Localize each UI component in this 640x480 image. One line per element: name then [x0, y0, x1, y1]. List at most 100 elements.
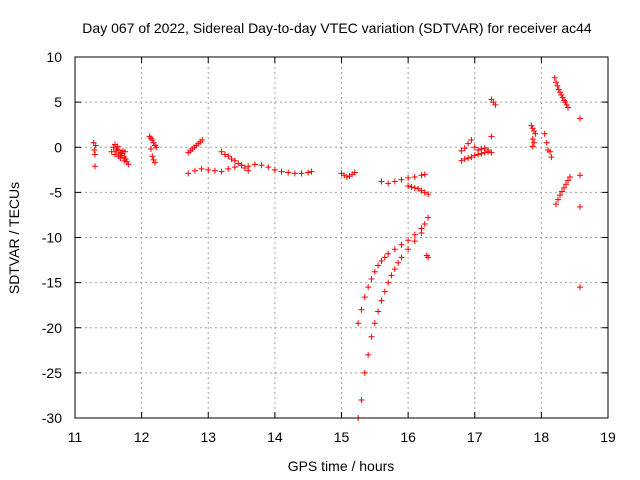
point-series — [90, 139, 99, 170]
data-point — [529, 136, 536, 143]
data-point — [405, 237, 412, 244]
data-point — [458, 157, 465, 164]
grid-lines — [75, 57, 608, 418]
data-point — [553, 79, 560, 86]
data-point — [468, 137, 475, 144]
data-point — [395, 259, 402, 266]
point-series — [423, 252, 432, 261]
data-point — [529, 143, 536, 150]
data-point — [381, 254, 388, 261]
data-point — [121, 148, 128, 155]
data-point — [551, 74, 558, 81]
data-point — [565, 177, 572, 184]
data-point — [411, 231, 418, 238]
data-point — [125, 161, 132, 168]
data-point — [418, 172, 425, 179]
data-point — [123, 158, 130, 165]
data-point — [238, 162, 245, 169]
y-tick-label: -25 — [42, 365, 62, 381]
point-series — [355, 229, 425, 421]
data-point — [365, 284, 372, 291]
data-point — [271, 166, 278, 173]
data-point — [411, 174, 418, 181]
data-point — [371, 320, 378, 327]
data-point — [265, 164, 272, 171]
x-tick-label: 15 — [334, 429, 350, 445]
data-point — [185, 170, 192, 177]
data-point — [91, 163, 98, 170]
data-point — [218, 148, 225, 155]
data-point — [577, 115, 584, 122]
data-point — [375, 262, 382, 269]
data-point — [391, 266, 398, 273]
data-point — [532, 130, 539, 137]
data-point — [361, 369, 368, 376]
x-tick-labels: 11 12 13 14 15 16 17 18 19 — [68, 429, 616, 445]
data-point — [398, 176, 405, 183]
data-point — [278, 168, 285, 175]
data-point — [391, 246, 398, 253]
data-point — [577, 284, 584, 291]
data-point — [108, 148, 115, 155]
data-point — [405, 174, 412, 181]
data-point — [488, 133, 495, 140]
data-point — [225, 153, 232, 160]
data-point — [298, 170, 305, 177]
data-point — [241, 165, 248, 172]
data-point — [205, 166, 212, 173]
data-point — [557, 89, 564, 96]
y-tick-label: -10 — [42, 230, 62, 246]
data-point — [577, 172, 584, 179]
point-series — [185, 137, 206, 156]
data-point — [115, 146, 122, 153]
data-point — [465, 155, 472, 162]
data-point — [471, 152, 478, 159]
point-series — [551, 74, 572, 111]
data-point — [231, 157, 238, 164]
data-point — [147, 146, 154, 153]
data-point — [565, 104, 572, 111]
data-point — [355, 320, 362, 327]
data-point — [425, 214, 432, 221]
data-point — [149, 153, 156, 160]
data-point — [114, 143, 121, 150]
data-point — [531, 139, 538, 146]
data-point — [418, 229, 425, 236]
data-point — [117, 155, 124, 162]
data-point — [111, 151, 118, 158]
data-point — [291, 170, 298, 177]
data-point — [149, 137, 156, 144]
data-point — [391, 178, 398, 185]
data-point — [361, 294, 368, 301]
data-point — [381, 288, 388, 295]
data-point — [343, 174, 350, 181]
data-point — [218, 168, 225, 175]
x-axis-label: GPS time / hours — [288, 458, 395, 474]
point-series — [488, 96, 499, 140]
x-tick-label: 13 — [200, 429, 216, 445]
data-point — [251, 161, 258, 168]
point-series — [146, 133, 160, 166]
data-point — [375, 308, 382, 315]
y-axis-label: SDTVAR / TECUs — [6, 182, 22, 294]
x-tick-label: 12 — [134, 429, 150, 445]
y-tick-label: 5 — [54, 94, 62, 110]
x-tick-label: 14 — [267, 429, 283, 445]
chart-title: Day 067 of 2022, Sidereal Day-to-day VTE… — [82, 20, 592, 36]
data-point — [555, 86, 562, 93]
data-point — [378, 178, 385, 185]
data-point — [418, 187, 425, 194]
data-point — [153, 144, 160, 151]
data-point — [199, 137, 206, 144]
data-points — [90, 74, 584, 421]
data-point — [563, 101, 570, 108]
data-point — [543, 139, 550, 146]
data-point — [577, 203, 584, 210]
data-point — [465, 140, 472, 147]
data-point — [421, 171, 428, 178]
data-point — [531, 128, 538, 135]
data-point — [481, 145, 488, 152]
data-point — [547, 148, 554, 155]
data-point — [368, 276, 375, 283]
data-point — [211, 167, 218, 174]
